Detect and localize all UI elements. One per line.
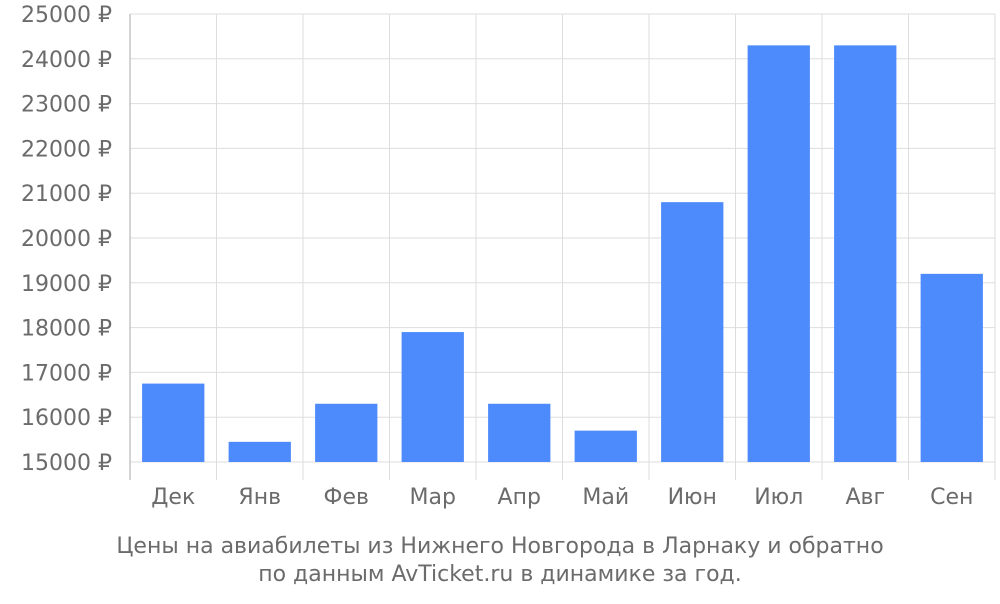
y-tick-label: 22000 ₽ xyxy=(21,137,112,162)
caption-line-1: Цены на авиабилеты из Нижнего Новгорода … xyxy=(116,534,884,559)
bar-3 xyxy=(315,403,378,462)
y-tick-label: 23000 ₽ xyxy=(21,93,112,118)
y-tick-label: 21000 ₽ xyxy=(21,182,112,207)
y-tick-label: 17000 ₽ xyxy=(21,361,112,386)
bar-5 xyxy=(488,403,551,462)
bar-4 xyxy=(401,332,464,462)
x-tick-label: Янв xyxy=(238,485,281,510)
y-tick-label: 19000 ₽ xyxy=(21,272,112,297)
y-tick-label: 25000 ₽ xyxy=(21,3,112,28)
bar-6 xyxy=(574,430,637,462)
y-tick-label: 18000 ₽ xyxy=(21,317,112,342)
x-tick-label: Апр xyxy=(498,485,541,510)
x-tick-label: Июл xyxy=(754,485,803,510)
bar-8 xyxy=(747,45,810,463)
bar-2 xyxy=(228,441,291,462)
bar-1 xyxy=(142,383,205,462)
x-tick-label: Июн xyxy=(668,485,717,510)
x-tick-label: Сен xyxy=(930,485,973,510)
caption-line-2: по данным AvTicket.ru в динамике за год. xyxy=(258,562,742,587)
bar-10 xyxy=(920,273,983,462)
x-tick-label: Фев xyxy=(324,485,369,510)
y-tick-label: 16000 ₽ xyxy=(21,406,112,431)
bar-7 xyxy=(661,202,724,462)
chart-caption: Цены на авиабилеты из Нижнего Новгорода … xyxy=(0,533,1000,589)
x-tick-label: Дек xyxy=(151,485,195,510)
y-tick-label: 24000 ₽ xyxy=(21,48,112,73)
y-tick-label: 15000 ₽ xyxy=(21,451,112,476)
x-tick-label: Мар xyxy=(410,485,456,510)
x-tick-label: Май xyxy=(582,485,629,510)
y-tick-label: 20000 ₽ xyxy=(21,227,112,252)
bar-9 xyxy=(834,45,897,463)
x-tick-label: Авг xyxy=(845,485,885,510)
